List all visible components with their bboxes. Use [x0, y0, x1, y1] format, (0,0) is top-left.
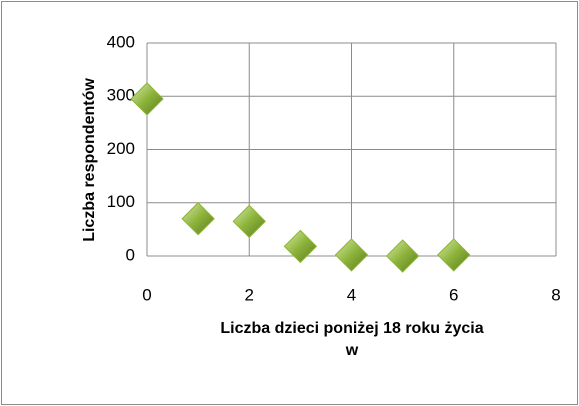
x-axis-title: Liczba dzieci poniżej 18 roku życia w: [220, 320, 484, 359]
data-point: [232, 204, 266, 239]
data-point: [334, 238, 369, 272]
y-tick-label: 100: [107, 192, 135, 211]
data-point: [181, 202, 215, 236]
data-point: [385, 239, 420, 273]
data-point: [437, 238, 471, 272]
y-tick-label: 0: [126, 245, 135, 264]
y-tick-label: 300: [107, 86, 135, 105]
x-tick-label: 4: [347, 285, 356, 304]
y-tick-label: 400: [107, 32, 135, 51]
data-point: [283, 229, 318, 264]
data-point: [130, 82, 164, 116]
x-tick-label: 0: [142, 285, 151, 304]
y-tick-label: 200: [107, 139, 135, 158]
x-tick-label: 6: [449, 285, 458, 304]
x-tick-label: 2: [245, 285, 254, 304]
y-axis-title: Liczba respondentów: [81, 78, 98, 242]
x-tick-label: 8: [551, 285, 560, 304]
